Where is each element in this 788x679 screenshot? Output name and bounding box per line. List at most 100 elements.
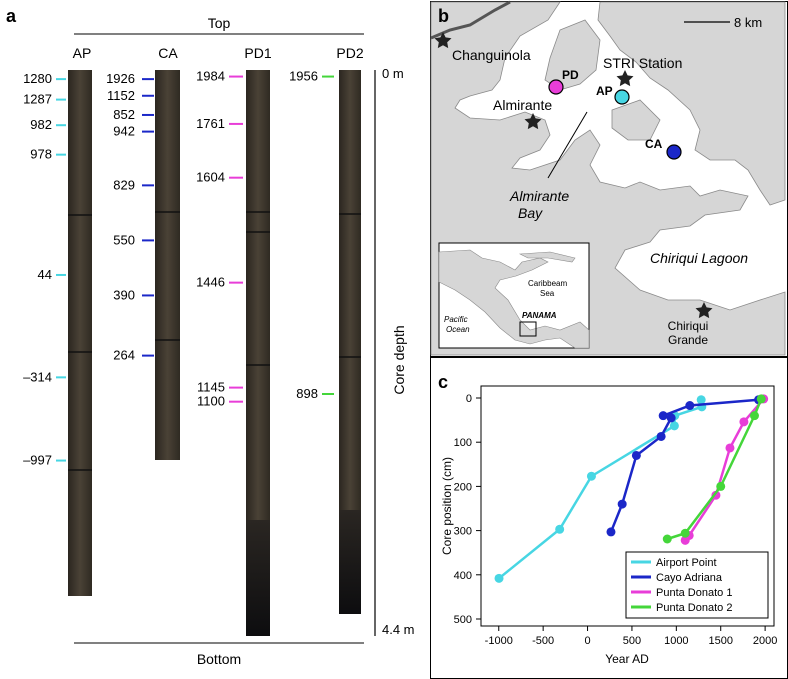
data-point <box>662 534 672 544</box>
depth-axis-title: Core depth <box>391 325 407 394</box>
place-chiriqui: Chiriqui <box>668 319 709 333</box>
place-grande: Grande <box>668 333 708 347</box>
data-point <box>725 443 735 453</box>
plot-frame <box>480 385 775 627</box>
age-label: 982 <box>30 117 52 132</box>
place-almirante-bay-2: Bay <box>518 205 543 221</box>
depth-bottom-label: 4.4 m <box>382 622 415 637</box>
inset-ocean-1: Pacific <box>444 315 468 324</box>
age-label: 942 <box>113 124 135 139</box>
top-label: Top <box>208 15 231 31</box>
chart-axes: -1000 -500 0 500 1000 1500 2000 0 100 200 300 400 50… <box>454 393 778 647</box>
inset-study-area-box <box>519 321 537 337</box>
age-label: 1604 <box>196 170 225 185</box>
inset-ocean-2: Ocean <box>446 325 470 334</box>
panel-c: c Core position (cm) Year AD -1000 -500 0 5… <box>438 372 777 666</box>
panel-a: a Top Bottom 0 m 4.4 m Core depth AP CA … <box>6 6 415 667</box>
inset-land <box>438 249 590 349</box>
core-name-pd1: PD1 <box>244 45 271 61</box>
data-point <box>658 411 668 421</box>
map-inset: Caribbeam Sea Pacific Ocean PANAMA <box>438 242 590 349</box>
site-label-ca: CA <box>645 137 663 151</box>
core-image-pd2-upper <box>339 70 361 510</box>
age-label: 1956 <box>289 69 318 84</box>
data-point <box>680 528 690 538</box>
panel-label-a: a <box>6 6 17 26</box>
core-name-pd2: PD2 <box>336 45 363 61</box>
age-label: 264 <box>113 348 135 363</box>
y-tick-label: 100 <box>454 437 472 449</box>
core-name-ap: AP <box>73 45 92 61</box>
site-marker-ap <box>614 89 630 105</box>
data-point <box>696 395 706 405</box>
series-line <box>609 398 759 533</box>
map-scale-label: 8 km <box>734 15 762 30</box>
map-island <box>544 19 601 91</box>
age-label: 44 <box>38 267 52 282</box>
star-icon <box>434 32 452 49</box>
x-tick-label: -500 <box>532 635 554 647</box>
data-point <box>555 524 565 534</box>
age-label: 390 <box>113 287 135 302</box>
legend-label: Airport Point <box>656 557 717 569</box>
age-label: 1152 <box>107 88 135 103</box>
data-point <box>586 471 596 481</box>
data-point <box>680 535 690 545</box>
legend-label: Punta Donato 1 <box>656 587 732 599</box>
age-label: 898 <box>296 386 318 401</box>
core-image-pd2-lower <box>339 510 361 614</box>
star-icon <box>695 302 713 319</box>
age-label: 1761 <box>196 116 225 131</box>
age-label: –314 <box>23 369 52 384</box>
age-label: 852 <box>113 107 135 122</box>
place-almirante: Almirante <box>493 97 552 113</box>
y-tick-label: 200 <box>454 481 472 493</box>
core-image-pd1-lower <box>246 520 270 636</box>
age-label: 1287 <box>23 92 52 107</box>
legend-label: Cayo Adriana <box>656 572 723 584</box>
panel-label-c: c <box>438 372 448 392</box>
data-point <box>494 573 504 583</box>
map-northeast-land <box>597 1 786 206</box>
place-stri-station: STRI Station <box>603 55 682 71</box>
data-point <box>739 417 749 427</box>
star-icon <box>616 70 634 87</box>
inset-cuba <box>518 251 576 263</box>
core-image-pd1-upper <box>246 70 270 520</box>
core-age-ticks: 1280 1287 982 978 44 –314 –997 1926 1152 852 942 82… <box>23 69 334 468</box>
place-almirante-bay-1: Almirante <box>509 188 569 204</box>
y-tick-label: 400 <box>454 570 472 582</box>
x-tick-label: 500 <box>623 635 641 647</box>
map-stars <box>434 32 713 319</box>
depth-top-label: 0 m <box>382 66 404 81</box>
site-marker-ca <box>666 144 682 160</box>
data-point <box>685 401 695 411</box>
x-axis-title: Year AD <box>605 652 649 666</box>
age-label: 1926 <box>106 71 135 86</box>
panel-b-map: b 8 km PD AP CA Changuinola STRI Station… <box>430 0 786 356</box>
site-label-ap: AP <box>596 84 613 98</box>
core-name-ca: CA <box>158 45 178 61</box>
x-tick-label: -1000 <box>485 635 513 647</box>
y-tick-label: 300 <box>454 526 472 538</box>
data-point <box>617 499 627 509</box>
age-label: 978 <box>30 147 52 162</box>
y-tick-label: 500 <box>454 614 472 626</box>
bottom-label: Bottom <box>197 651 241 667</box>
legend-label: Punta Donato 2 <box>656 602 732 614</box>
x-tick-label: 1000 <box>664 635 688 647</box>
map-island <box>611 99 661 141</box>
core-section-breaks <box>68 211 361 471</box>
panel-label-b: b <box>438 6 449 26</box>
age-label: 1280 <box>23 71 52 86</box>
age-label: 1145 <box>197 380 225 395</box>
site-label-pd: PD <box>562 68 579 82</box>
inset-sea-2: Sea <box>540 289 555 298</box>
age-label: 1984 <box>196 69 225 84</box>
y-tick-label: 0 <box>466 393 472 405</box>
age-label: 550 <box>113 232 135 247</box>
inset-sea-1: Caribbeam <box>528 279 567 288</box>
data-point <box>716 481 726 491</box>
x-tick-label: 1500 <box>708 635 732 647</box>
